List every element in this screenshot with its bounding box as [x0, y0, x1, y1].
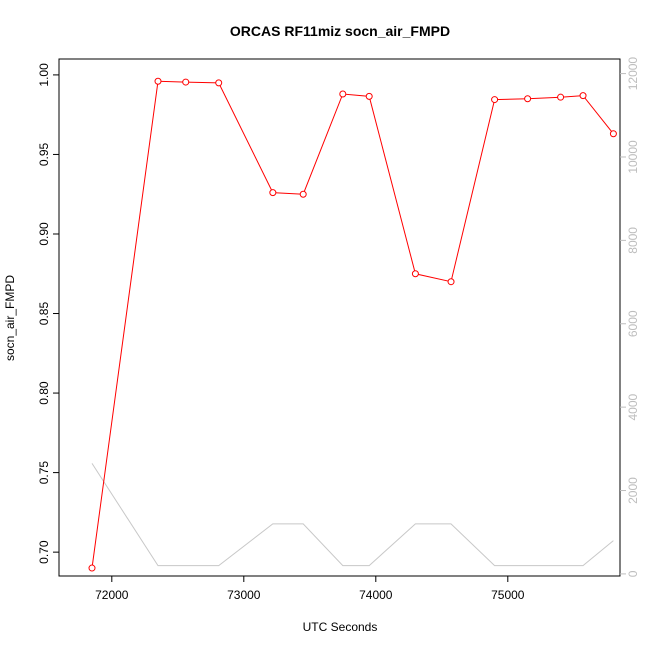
data-point: [88, 564, 96, 572]
data-point: [365, 92, 373, 100]
data-point: [411, 270, 419, 278]
chart-title: ORCAS RF11miz socn_air_FMPD: [230, 23, 450, 39]
data-point: [269, 189, 277, 197]
series-layer: [88, 77, 617, 572]
y2-tick-label: 12000: [626, 57, 640, 91]
data-point: [557, 93, 565, 101]
y-tick-label: 0.70: [37, 540, 51, 564]
y-tick-label: 0.85: [37, 302, 51, 326]
y-tick-label: 0.75: [37, 461, 51, 485]
y-tick-label: 0.95: [37, 142, 51, 166]
series-line-primary: [91, 80, 614, 569]
x-tick-label: 75000: [491, 588, 525, 602]
x-tick-label: 74000: [359, 588, 393, 602]
data-point: [299, 190, 307, 198]
y2-tick-label: 2000: [626, 477, 640, 504]
data-point: [447, 278, 455, 286]
x-tick-label: 73000: [227, 588, 261, 602]
y-tick-label: 0.80: [37, 381, 51, 405]
x-tick-label: 72000: [95, 588, 129, 602]
data-point: [609, 130, 617, 138]
secondary-y-axis: 0 2000 4000 6000 8000 10000 12000: [620, 57, 640, 577]
y-axis: 0.70 0.75 0.80 0.85 0.90 0.95 1.00: [37, 63, 59, 564]
y-tick-label: 0.90: [37, 222, 51, 246]
plot-frame: [58, 58, 621, 577]
y-tick-label: 1.00: [37, 63, 51, 87]
data-point: [339, 90, 347, 98]
data-point: [182, 78, 190, 86]
x-axis-label: UTC Seconds: [303, 620, 378, 634]
data-point: [215, 79, 223, 87]
y2-tick-label: 0: [626, 570, 640, 577]
y2-tick-label: 10000: [626, 140, 640, 174]
x-axis: 72000 73000 74000 75000: [95, 576, 525, 602]
data-point: [579, 92, 587, 100]
data-point: [491, 96, 499, 104]
series-line-secondary: [91, 463, 614, 567]
y-axis-label: socn_air_FMPD: [3, 275, 17, 361]
data-point: [154, 77, 162, 85]
y2-tick-label: 8000: [626, 227, 640, 254]
data-point: [524, 95, 532, 103]
y2-tick-label: 6000: [626, 310, 640, 337]
y2-tick-label: 4000: [626, 393, 640, 420]
